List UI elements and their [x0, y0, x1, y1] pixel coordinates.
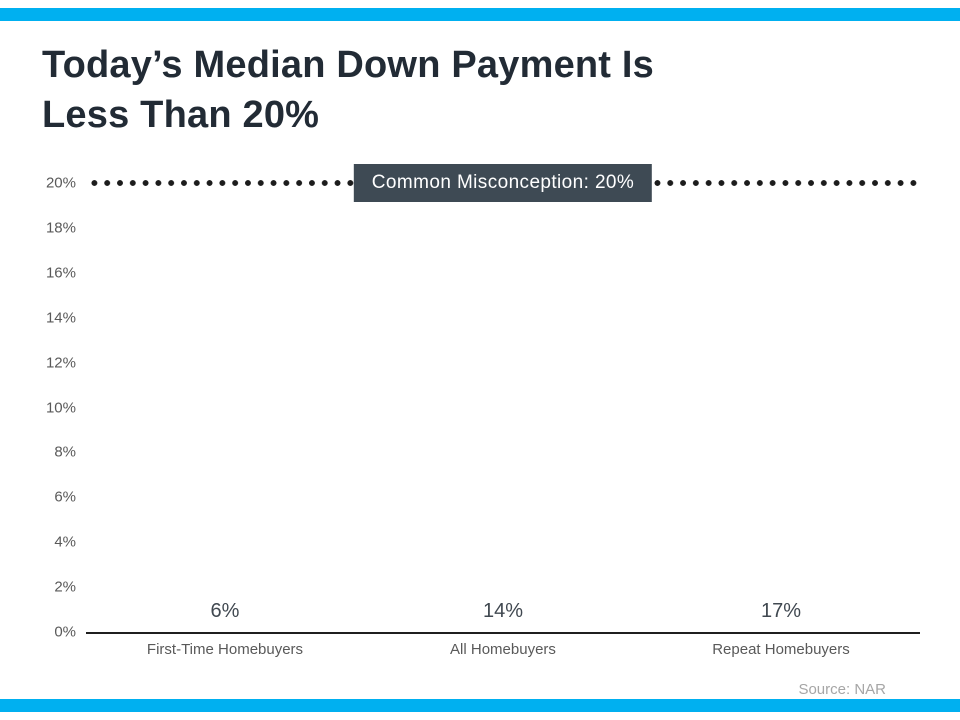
- bar-value-label: 14%: [482, 600, 523, 622]
- y-tick-label: 12%: [45, 354, 76, 372]
- y-axis-tick-labels: 0% 2% 4% 6% 8% 10% 12% 14% 16% 18% 20%: [30, 175, 76, 641]
- y-tick-label: 18%: [45, 219, 76, 237]
- x-axis-category-labels: First-Time Homebuyers All Homebuyers Repea…: [86, 641, 920, 658]
- page-title-line2: Less Than 20%: [42, 94, 320, 137]
- x-axis-label: First-Time Homebuyers: [146, 641, 304, 658]
- top-accent-bar: [0, 8, 960, 21]
- y-tick-label: 16%: [45, 264, 76, 282]
- x-axis-label: Repeat Homebuyers: [712, 641, 850, 658]
- y-tick-label: 2%: [54, 578, 76, 596]
- bars-group: 6% 14% 17%: [86, 183, 920, 632]
- x-axis-label: All Homebuyers: [450, 641, 556, 658]
- bottom-accent-bar: [0, 699, 960, 712]
- bar-column: 6%: [132, 600, 317, 632]
- bar-chart-plot-area: 6% 14% 17% Common Misconception: 20%: [86, 164, 920, 634]
- page-title-line1: Today’s Median Down Payment Is: [42, 44, 655, 86]
- bar-column: 14%: [410, 600, 595, 632]
- y-tick-label: 0%: [54, 623, 76, 641]
- page-title: Today’s Median Down Payment Is Less Than…: [42, 40, 654, 140]
- y-tick-label: 4%: [54, 533, 76, 551]
- bar-column: 17%: [688, 600, 873, 632]
- misconception-callout: Common Misconception: 20%: [353, 164, 653, 202]
- y-tick-label: 8%: [54, 443, 76, 461]
- bar-value-label: 6%: [210, 600, 240, 622]
- y-tick-label: 6%: [54, 488, 76, 506]
- y-tick-label: 10%: [45, 399, 76, 416]
- y-tick-label: 20%: [45, 174, 76, 192]
- source-note: Source: NAR: [798, 681, 886, 698]
- y-tick-label: 14%: [45, 309, 76, 327]
- bar-value-label: 17%: [760, 600, 801, 622]
